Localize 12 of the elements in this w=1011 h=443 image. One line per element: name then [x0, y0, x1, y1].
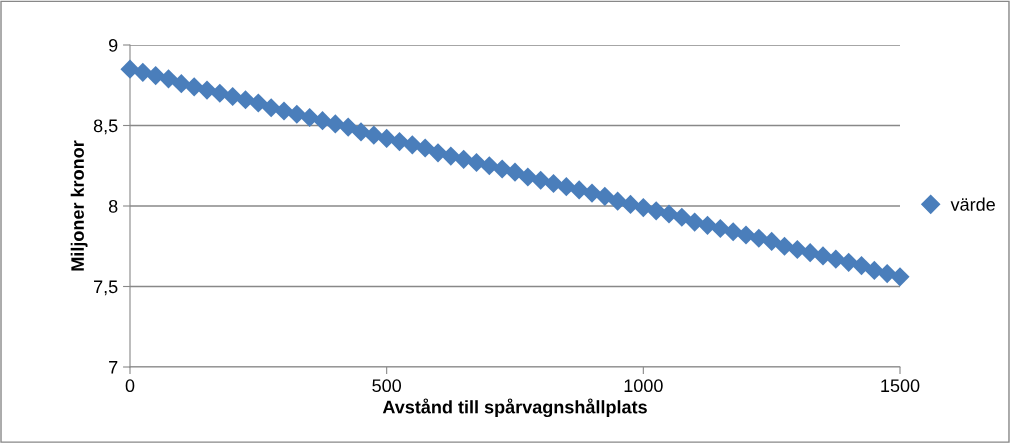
- x-tick-label: 1000: [624, 379, 663, 393]
- y-tick-label: 7: [109, 361, 118, 374]
- x-tick-label: 0: [125, 379, 135, 393]
- y-tick-label: 8,5: [93, 119, 118, 135]
- y-tick-label: 7,5: [94, 280, 118, 296]
- legend-label: värde: [950, 197, 995, 211]
- y-tick-label: 9: [109, 38, 118, 52]
- y-axis-title: Miljoner kronor: [70, 140, 88, 271]
- x-tick-label: 1500: [881, 379, 920, 393]
- y-tick-label: 8: [108, 199, 118, 213]
- x-tick-label: 500: [372, 379, 402, 393]
- x-axis-title: Avstånd till spårvagnshållplats: [382, 398, 647, 418]
